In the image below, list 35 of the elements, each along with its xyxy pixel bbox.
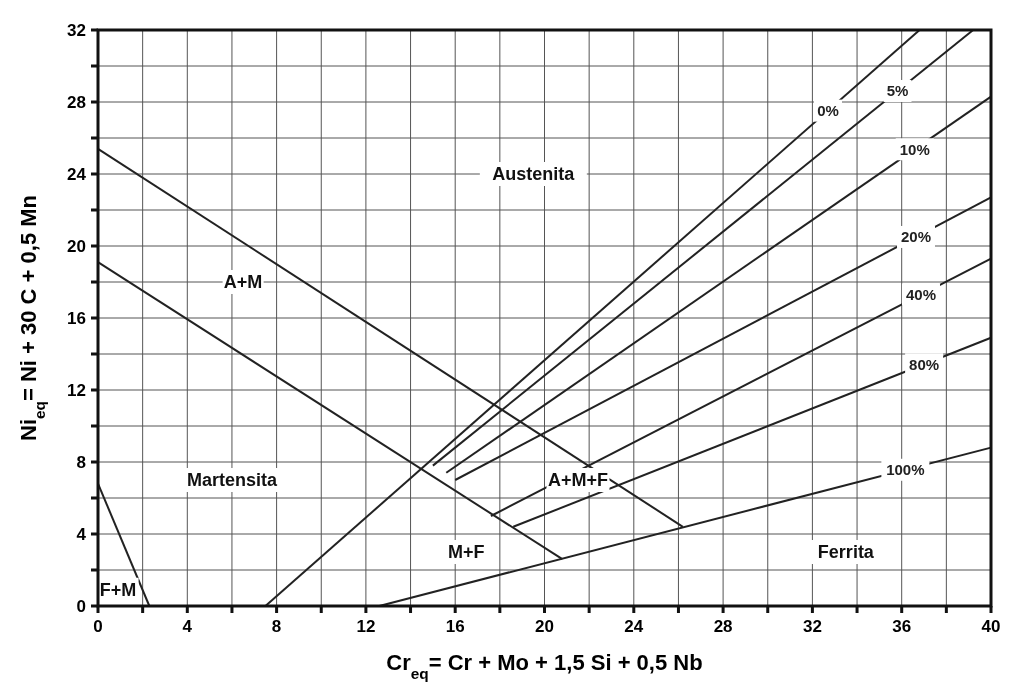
annotation: A+M+F [547, 470, 608, 491]
y-tick-label: 32 [67, 20, 86, 40]
x-tick-label: 8 [271, 617, 282, 636]
annotation: A+M [223, 272, 263, 293]
annotation: Ferrita [817, 542, 875, 563]
x-tick-label: 28 [713, 617, 733, 636]
annotation: Austenita [492, 164, 576, 185]
y-tick-label: 28 [67, 92, 86, 112]
x-tick-label: 24 [624, 617, 644, 636]
series-label: 100% [886, 461, 925, 479]
y-tick-label: 12 [67, 380, 86, 400]
x-tick-label: 0 [93, 617, 103, 636]
annotation: Martensita [186, 470, 278, 491]
x-tick-label: 32 [802, 617, 822, 636]
x-tick-label: 40 [981, 617, 1001, 636]
series-label: 80% [909, 355, 940, 373]
y-tick-label: 16 [67, 308, 86, 328]
x-tick-label: 12 [356, 617, 376, 636]
annotation: M+F [448, 542, 485, 563]
series-label: 10% [899, 140, 930, 158]
y-tick-label: 20 [67, 236, 86, 256]
series-label: 40% [905, 285, 936, 303]
y-tick-label: 4 [76, 524, 87, 544]
series-label: 0% [817, 101, 839, 119]
y-tick-label: 24 [67, 164, 87, 184]
x-tick-label: 4 [182, 617, 193, 636]
annotation: F+M [99, 580, 137, 601]
x-tick-label: 16 [445, 617, 465, 636]
series-label: 5% [886, 82, 909, 100]
x-tick-label: 36 [892, 617, 912, 636]
series-label: 20% [900, 228, 931, 246]
y-tick-label: 0 [76, 596, 86, 616]
x-axis-title: Cr$_{eq}$= Cr + Mo + 1,5 Si + 0,5 Nb [386, 650, 703, 682]
x-tick-label: 20 [535, 617, 554, 636]
y-tick-label: 8 [76, 452, 86, 472]
